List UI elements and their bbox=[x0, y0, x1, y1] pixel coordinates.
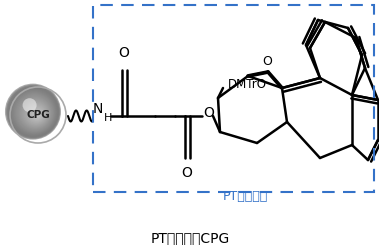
Text: PTリンカーCPG: PTリンカーCPG bbox=[150, 231, 230, 245]
Circle shape bbox=[18, 96, 52, 130]
Text: O: O bbox=[182, 166, 193, 180]
Circle shape bbox=[17, 95, 53, 131]
Circle shape bbox=[19, 97, 51, 129]
Circle shape bbox=[20, 98, 50, 128]
Circle shape bbox=[36, 113, 39, 117]
Circle shape bbox=[25, 102, 47, 125]
Circle shape bbox=[23, 100, 49, 126]
Circle shape bbox=[6, 85, 60, 139]
Circle shape bbox=[16, 94, 53, 131]
Circle shape bbox=[12, 90, 56, 135]
Text: CPG: CPG bbox=[26, 110, 50, 120]
Circle shape bbox=[30, 108, 43, 121]
Text: H: H bbox=[104, 113, 113, 123]
Text: PTリンカー: PTリンカー bbox=[222, 189, 268, 203]
Circle shape bbox=[7, 86, 60, 138]
Bar bbox=[93, 5, 374, 192]
Text: O: O bbox=[203, 106, 214, 120]
Text: O: O bbox=[262, 55, 272, 68]
Text: DMTrO: DMTrO bbox=[228, 77, 267, 90]
Circle shape bbox=[31, 109, 42, 120]
Circle shape bbox=[23, 101, 48, 126]
Text: N: N bbox=[93, 102, 103, 116]
Circle shape bbox=[15, 93, 54, 132]
Circle shape bbox=[14, 92, 55, 133]
Circle shape bbox=[27, 105, 45, 123]
Circle shape bbox=[33, 110, 42, 119]
Circle shape bbox=[22, 99, 50, 127]
Circle shape bbox=[37, 114, 39, 116]
Circle shape bbox=[26, 103, 46, 124]
Circle shape bbox=[35, 112, 40, 117]
Circle shape bbox=[23, 98, 37, 112]
Circle shape bbox=[9, 88, 58, 136]
Circle shape bbox=[28, 106, 45, 122]
Circle shape bbox=[13, 91, 56, 134]
Text: O: O bbox=[119, 46, 130, 60]
Circle shape bbox=[34, 111, 41, 118]
Circle shape bbox=[8, 87, 59, 137]
Circle shape bbox=[29, 107, 44, 122]
Circle shape bbox=[5, 84, 61, 140]
Circle shape bbox=[11, 89, 57, 135]
